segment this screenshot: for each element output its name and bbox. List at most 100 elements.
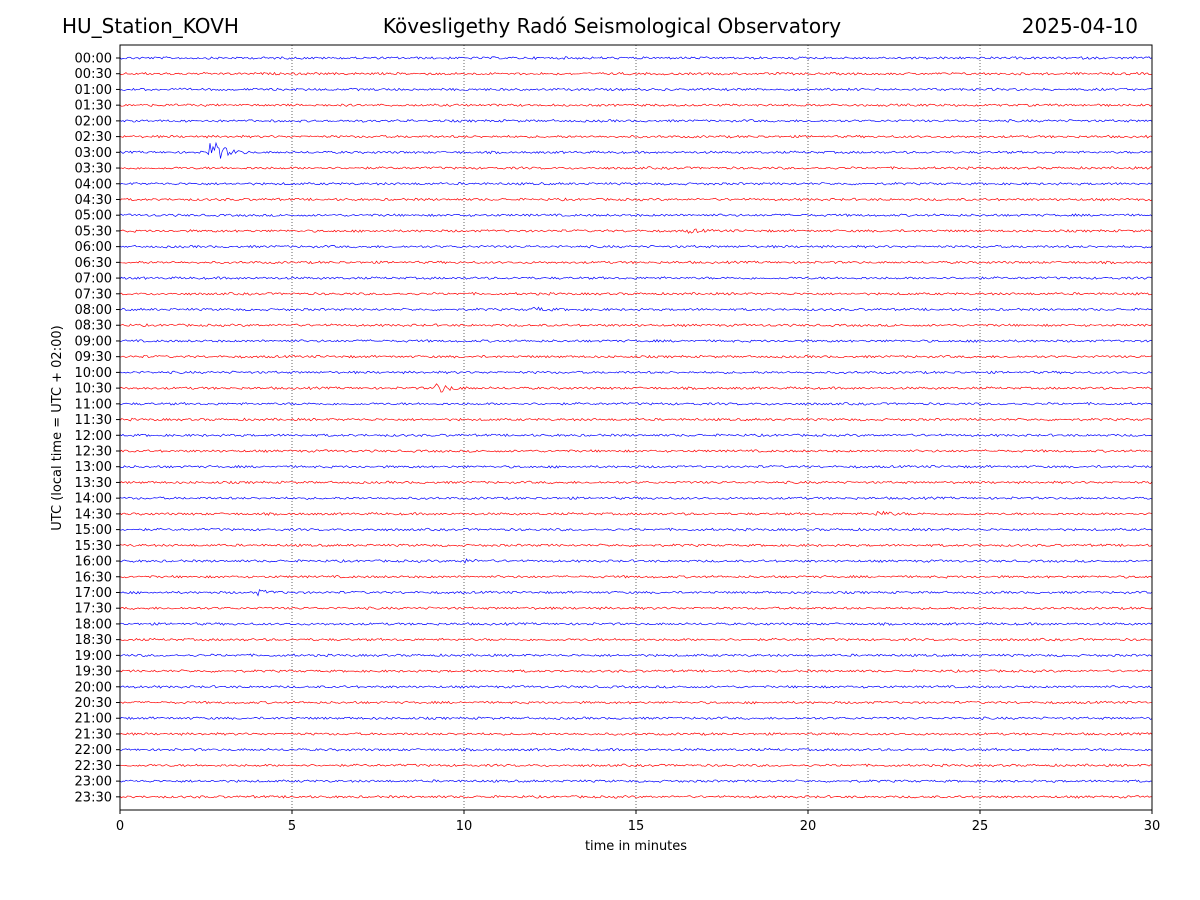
trace-1500 bbox=[119, 527, 1153, 532]
trace-1000 bbox=[119, 370, 1153, 375]
y-tick-label: 10:30 bbox=[75, 382, 112, 397]
plot-frame bbox=[119, 44, 1153, 811]
y-tick-label: 22:30 bbox=[75, 759, 112, 774]
observatory-title: Kövesligethy Radó Seismological Observat… bbox=[382, 14, 842, 38]
trace-0030 bbox=[119, 71, 1153, 76]
trace-1200 bbox=[119, 433, 1153, 438]
y-tick-label: 12:00 bbox=[75, 429, 112, 444]
y-tick-label: 05:00 bbox=[75, 209, 112, 224]
trace-2330 bbox=[119, 794, 1153, 799]
trace-1600 bbox=[119, 558, 1153, 564]
x-tick-label: 10 bbox=[456, 819, 473, 834]
y-tick-label: 02:00 bbox=[75, 114, 112, 129]
y-tick-label: 17:30 bbox=[75, 602, 112, 617]
y-tick-label: 21:30 bbox=[75, 727, 112, 742]
y-tick-label: 08:30 bbox=[75, 319, 112, 334]
trace-2000 bbox=[119, 685, 1153, 689]
y-tick-label: 22:00 bbox=[75, 743, 112, 758]
trace-1630 bbox=[119, 574, 1153, 579]
x-tick-label: 25 bbox=[972, 819, 989, 834]
y-tick-label: 19:00 bbox=[75, 649, 112, 664]
x-tick-label: 5 bbox=[288, 819, 296, 834]
y-tick-label: 14:00 bbox=[75, 492, 112, 507]
y-tick-label: 06:30 bbox=[75, 256, 112, 271]
y-tick-label: 06:00 bbox=[75, 240, 112, 255]
y-tick-labels: 00:0000:3001:0001:3002:0002:3003:0003:30… bbox=[75, 52, 120, 805]
trace-0630 bbox=[119, 260, 1153, 265]
trace-1900 bbox=[119, 653, 1153, 658]
trace-2230 bbox=[119, 763, 1153, 768]
y-tick-label: 01:00 bbox=[75, 83, 112, 98]
trace-0430 bbox=[119, 197, 1153, 202]
y-tick-label: 19:30 bbox=[75, 665, 112, 680]
y-tick-label: 11:30 bbox=[75, 413, 112, 428]
y-tick-label: 09:00 bbox=[75, 334, 112, 349]
trace-0400 bbox=[119, 181, 1153, 186]
trace-0830 bbox=[119, 323, 1153, 328]
trace-0230 bbox=[119, 134, 1153, 139]
trace-0600 bbox=[119, 244, 1153, 249]
trace-0200 bbox=[119, 119, 1153, 123]
x-tick-labels: 0 5 10 15 20 25 30 bbox=[116, 810, 1160, 834]
trace-1800 bbox=[119, 622, 1153, 626]
trace-1100 bbox=[119, 401, 1153, 406]
y-tick-label: 14:30 bbox=[75, 507, 112, 522]
trace-1730 bbox=[119, 606, 1153, 611]
trace-0700 bbox=[119, 276, 1153, 280]
y-tick-label: 09:30 bbox=[75, 350, 112, 365]
trace-2300 bbox=[119, 779, 1153, 783]
y-tick-label: 23:30 bbox=[75, 790, 112, 805]
trace-1830 bbox=[119, 637, 1153, 642]
y-tick-label: 18:00 bbox=[75, 617, 112, 632]
y-tick-label: 18:30 bbox=[75, 633, 112, 648]
trace-1330 bbox=[119, 480, 1153, 485]
station-title: HU_Station_KOVH bbox=[62, 14, 239, 38]
y-tick-label: 20:00 bbox=[75, 680, 112, 695]
trace-0100 bbox=[119, 87, 1153, 92]
x-tick-label: 20 bbox=[800, 819, 817, 834]
trace-1030 bbox=[119, 383, 1153, 393]
y-tick-label: 17:00 bbox=[75, 586, 112, 601]
grid-lines bbox=[291, 45, 981, 810]
trace-1400 bbox=[119, 496, 1153, 501]
x-tick-label: 0 bbox=[116, 819, 124, 834]
trace-0500 bbox=[119, 213, 1153, 217]
trace-1530 bbox=[119, 543, 1153, 548]
trace-2100 bbox=[119, 716, 1153, 721]
trace-0300 bbox=[119, 141, 1153, 159]
x-tick-label: 30 bbox=[1144, 819, 1161, 834]
y-tick-label: 08:00 bbox=[75, 303, 112, 318]
y-tick-label: 13:30 bbox=[75, 476, 112, 491]
trace-0130 bbox=[119, 103, 1153, 107]
trace-1700 bbox=[119, 588, 1153, 597]
trace-1230 bbox=[119, 449, 1153, 453]
y-tick-label: 00:30 bbox=[75, 67, 112, 82]
trace-0800 bbox=[119, 306, 1153, 312]
y-tick-label: 04:30 bbox=[75, 193, 112, 208]
y-tick-label: 02:30 bbox=[75, 130, 112, 145]
trace-2200 bbox=[119, 747, 1153, 752]
y-tick-label: 03:00 bbox=[75, 146, 112, 161]
trace-2130 bbox=[119, 732, 1153, 736]
trace-1300 bbox=[119, 464, 1153, 469]
seismogram-traces bbox=[119, 56, 1153, 799]
y-tick-label: 03:30 bbox=[75, 162, 112, 177]
y-tick-label: 01:30 bbox=[75, 99, 112, 114]
y-tick-label: 00:00 bbox=[75, 52, 112, 67]
y-tick-label: 20:30 bbox=[75, 696, 112, 711]
y-tick-label: 05:30 bbox=[75, 224, 112, 239]
x-tick-label: 15 bbox=[628, 819, 645, 834]
y-tick-label: 07:30 bbox=[75, 287, 112, 302]
trace-1130 bbox=[119, 417, 1153, 422]
y-tick-label: 16:00 bbox=[75, 555, 112, 570]
y-tick-label: 21:00 bbox=[75, 712, 112, 727]
trace-0530 bbox=[119, 228, 1153, 234]
y-tick-label: 16:30 bbox=[75, 570, 112, 585]
y-tick-label: 12:30 bbox=[75, 445, 112, 460]
trace-1430 bbox=[119, 510, 1153, 516]
y-tick-label: 23:00 bbox=[75, 775, 112, 790]
y-axis-label: UTC (local time = UTC + 02:00) bbox=[50, 325, 65, 530]
trace-0900 bbox=[119, 339, 1153, 343]
y-tick-label: 04:00 bbox=[75, 177, 112, 192]
